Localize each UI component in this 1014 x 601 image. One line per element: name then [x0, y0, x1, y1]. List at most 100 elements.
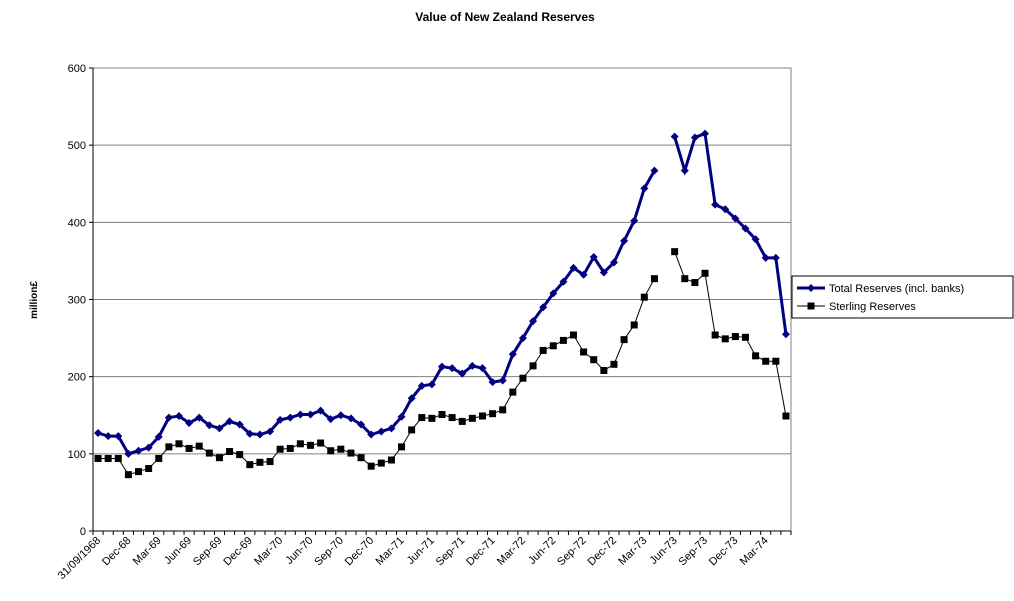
legend-marker: [807, 302, 815, 310]
y-tick-label: 0: [80, 526, 86, 538]
x-tick-label: Mar-69: [131, 535, 164, 568]
marker: [630, 321, 638, 329]
marker: [488, 378, 497, 387]
marker: [428, 414, 436, 422]
marker: [306, 441, 314, 449]
marker: [539, 346, 547, 354]
marker: [427, 380, 436, 389]
marker: [549, 342, 557, 350]
x-tick-label: Jun-69: [162, 535, 194, 567]
marker: [346, 414, 355, 423]
marker: [448, 414, 456, 422]
x-tick-label: Mar-73: [616, 535, 649, 568]
marker: [397, 412, 406, 421]
marker: [438, 410, 446, 418]
marker: [681, 275, 689, 283]
marker: [205, 421, 214, 430]
marker: [772, 357, 780, 365]
x-tick-label: Jun-71: [405, 535, 437, 567]
marker: [468, 361, 477, 370]
marker: [185, 444, 193, 452]
x-tick-label: Mar-72: [495, 535, 528, 568]
marker: [165, 443, 173, 451]
marker: [336, 411, 345, 420]
x-tick-label: Sep-70: [312, 535, 346, 569]
marker: [205, 449, 213, 457]
marker: [741, 224, 750, 233]
marker: [478, 364, 487, 373]
marker: [114, 454, 122, 462]
marker: [549, 289, 558, 298]
marker: [458, 417, 466, 425]
marker: [620, 336, 628, 344]
marker: [579, 270, 588, 279]
legend-label: Sterling Reserves: [829, 301, 916, 313]
marker: [640, 293, 648, 301]
marker: [175, 440, 183, 448]
marker: [235, 420, 244, 429]
marker: [94, 428, 103, 437]
marker: [620, 236, 629, 245]
marker: [508, 350, 517, 359]
marker: [195, 413, 204, 422]
marker: [751, 235, 760, 244]
marker: [155, 454, 163, 462]
marker: [236, 451, 244, 459]
marker: [164, 413, 173, 422]
x-tick-label: Dec-68: [100, 535, 134, 569]
marker: [590, 356, 598, 364]
marker: [337, 445, 345, 453]
marker: [782, 412, 790, 420]
marker: [408, 426, 416, 434]
marker: [407, 394, 416, 403]
y-tick-label: 600: [68, 63, 86, 75]
marker: [316, 406, 325, 415]
marker: [448, 364, 457, 373]
marker: [286, 413, 295, 422]
x-tick-label: Mar-74: [738, 535, 771, 568]
y-tick-label: 400: [68, 217, 86, 229]
x-tick-label: Jun-70: [283, 535, 315, 567]
marker: [104, 454, 112, 462]
marker: [570, 331, 578, 339]
marker: [215, 454, 223, 462]
marker: [721, 335, 729, 343]
marker: [377, 427, 386, 436]
marker: [498, 376, 507, 385]
marker: [225, 417, 234, 426]
marker: [327, 447, 335, 455]
marker: [357, 420, 366, 429]
x-tick-label: 31/09/1968: [56, 535, 103, 582]
x-tick-label: Dec-71: [464, 535, 498, 569]
marker: [266, 427, 275, 436]
x-tick-label: Sep-72: [555, 535, 589, 569]
marker: [701, 269, 709, 277]
y-axis-label: million£: [29, 281, 40, 319]
marker: [377, 459, 385, 467]
marker: [367, 462, 375, 470]
marker: [296, 410, 305, 419]
marker: [144, 443, 153, 452]
marker: [104, 432, 113, 441]
marker: [286, 444, 294, 452]
marker: [752, 352, 760, 360]
marker: [246, 461, 254, 469]
marker: [711, 331, 719, 339]
marker: [255, 430, 264, 439]
marker: [215, 424, 224, 433]
marker: [94, 454, 102, 462]
marker: [519, 374, 527, 382]
marker: [418, 414, 426, 422]
marker: [599, 268, 608, 277]
marker: [762, 357, 770, 365]
marker: [518, 334, 527, 343]
marker: [640, 184, 649, 193]
x-tick-label: Dec-73: [707, 535, 741, 569]
marker: [489, 410, 497, 418]
x-tick-label: Sep-71: [434, 535, 468, 569]
marker: [499, 406, 507, 414]
marker: [367, 430, 376, 439]
marker: [174, 412, 183, 421]
marker: [711, 200, 720, 209]
marker: [671, 248, 679, 256]
